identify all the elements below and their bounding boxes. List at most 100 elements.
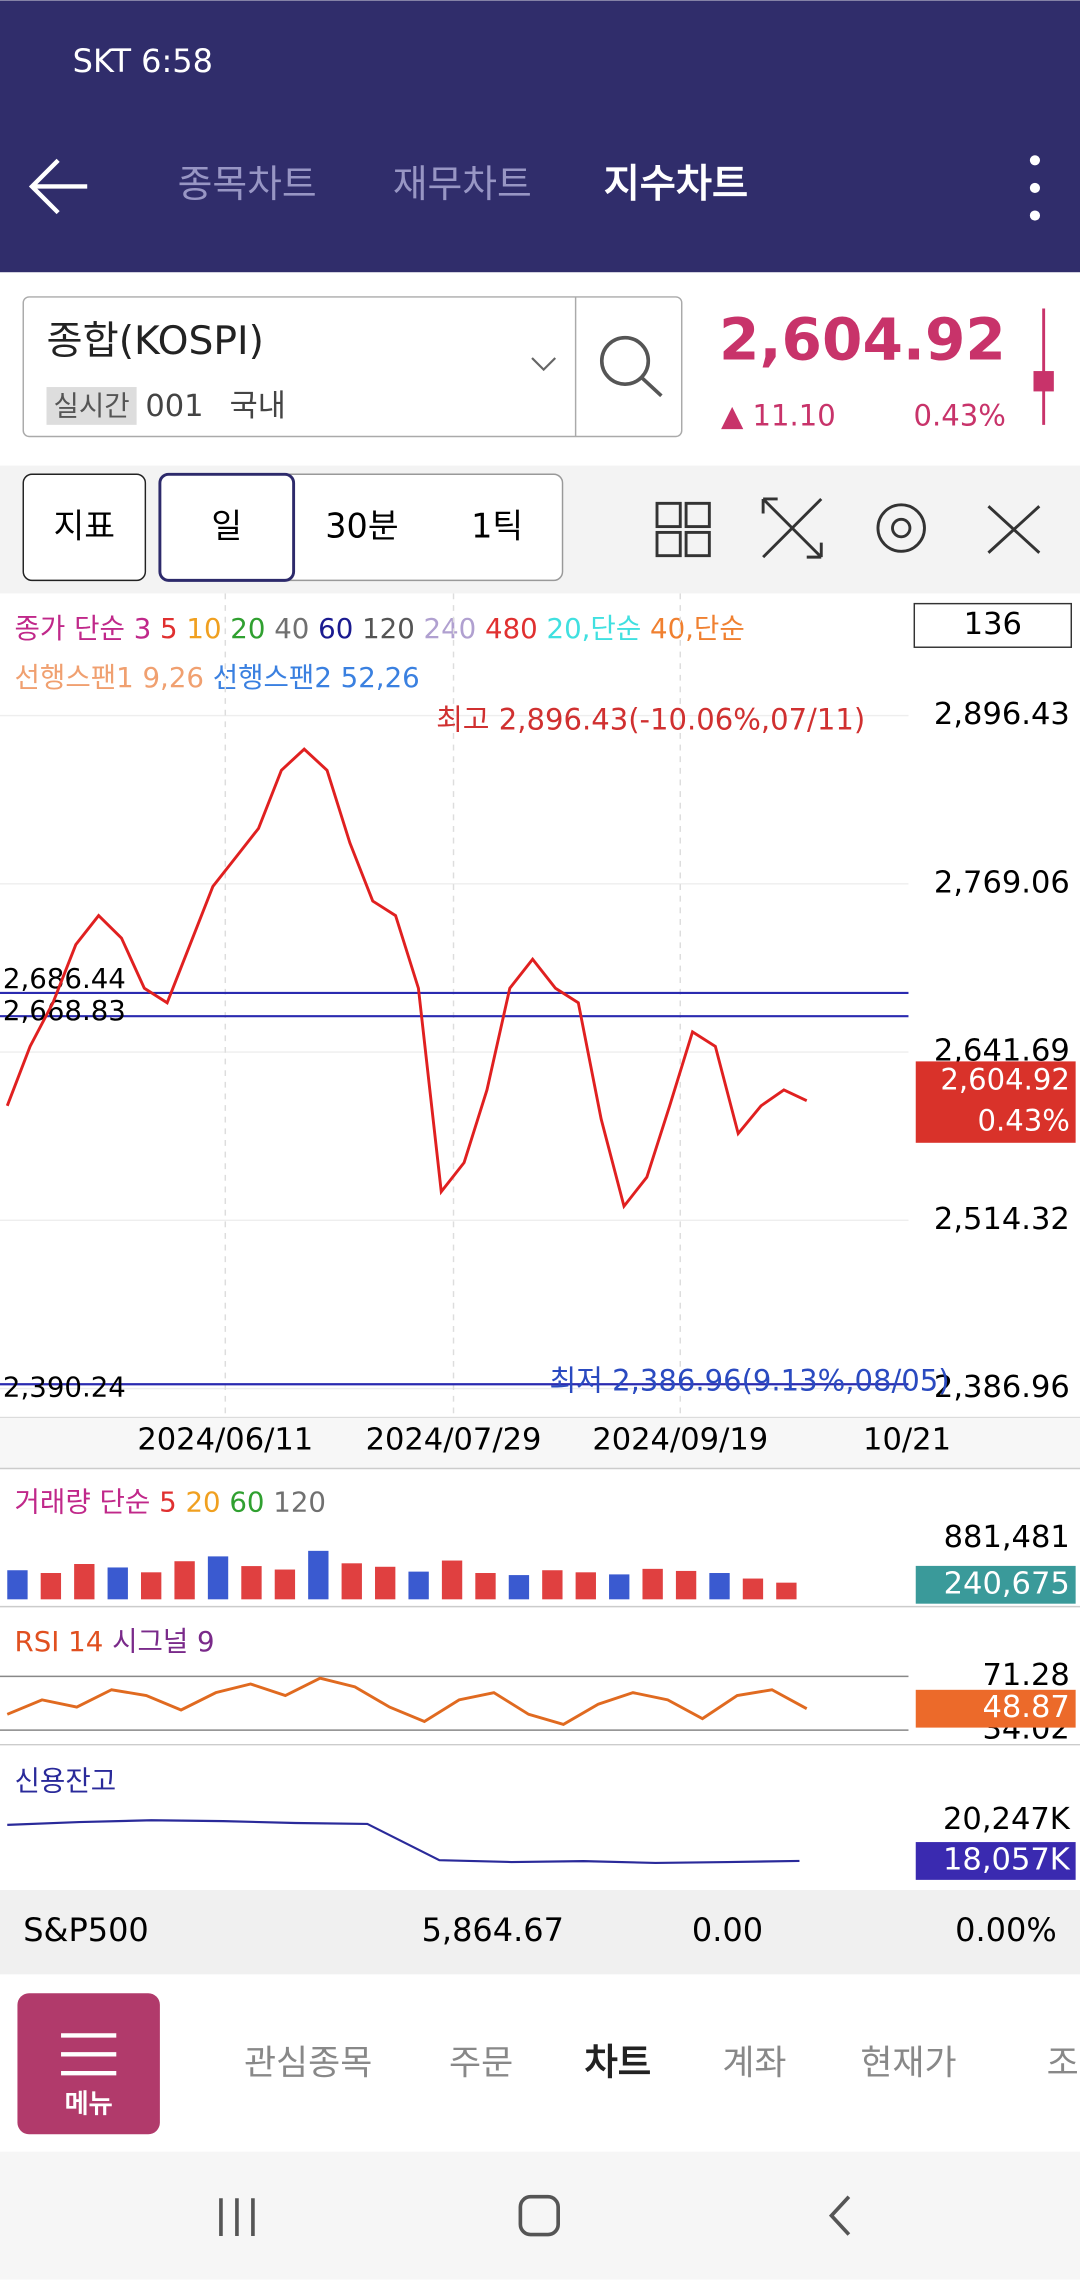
symbol-name: 종합(KOSPI) xyxy=(47,319,264,364)
nav-item[interactable]: 계좌 xyxy=(722,2043,786,2083)
button-text[interactable]: 1틱 xyxy=(471,507,523,546)
tick-label: 20,247K xyxy=(943,1802,1071,1837)
volume-bar xyxy=(742,1578,764,1600)
legend-item: 120 xyxy=(273,1485,326,1518)
button[interactable] xyxy=(22,473,147,582)
y-tick-label: 2,896.43 xyxy=(934,697,1070,732)
legend: RSI 14 시그널 9 xyxy=(15,1625,215,1658)
button-text[interactable]: 일 xyxy=(211,507,242,546)
volume-bar xyxy=(140,1572,162,1600)
volume-bar xyxy=(609,1574,630,1600)
count-text: 136 xyxy=(964,607,1022,642)
volume-bar xyxy=(642,1568,663,1600)
search-box[interactable] xyxy=(22,296,683,438)
last-box xyxy=(915,1565,1076,1604)
system-nav xyxy=(0,2151,1080,2280)
menu-button[interactable] xyxy=(17,1993,160,2135)
legend-item: 선행스팬2 52,26 xyxy=(213,661,420,694)
volume-bar xyxy=(241,1566,262,1600)
tick-label: 71.28 xyxy=(982,1658,1069,1693)
ref-label: 2,686.44 xyxy=(3,962,126,995)
more-button[interactable] xyxy=(1029,155,1041,221)
legend-item: 5 xyxy=(159,1485,185,1518)
legend-item: 60 xyxy=(318,612,362,645)
ticker-bar xyxy=(0,1890,1080,1975)
ticker-name: S&P500 xyxy=(23,1911,149,1949)
price-line xyxy=(5,747,808,1210)
legend-item: RSI 14 xyxy=(15,1625,113,1658)
volume-bar xyxy=(74,1564,95,1600)
low-note: 최저 2,386.96(9.13%,08/05) xyxy=(549,1364,949,1398)
nav-item-active[interactable]: 차트 xyxy=(584,2040,651,2083)
ref-label: 2,668.83 xyxy=(3,994,126,1027)
tick-label: 881,481 xyxy=(944,1520,1070,1555)
status-text: SKT 6:58 xyxy=(73,42,213,80)
legend-item: 선행스팬1 9,26 xyxy=(15,661,213,694)
toolbar-icons[interactable] xyxy=(655,497,1041,559)
top-bar xyxy=(0,0,1080,273)
change: ▲ 11.10 xyxy=(721,399,836,433)
volume-bar xyxy=(709,1573,730,1600)
legend-item: 10 xyxy=(186,612,230,645)
volume-bar xyxy=(542,1570,563,1600)
count-box xyxy=(913,602,1073,648)
legend-item: 480 xyxy=(485,612,546,645)
high-note: 최고 2,896.43(-10.06%,07/11) xyxy=(436,702,865,736)
legend-item: 120 xyxy=(362,612,423,645)
last-label: 2,604.92 xyxy=(940,1063,1069,1097)
volume-bar xyxy=(107,1567,128,1600)
last-box xyxy=(915,1061,1076,1143)
legend-item: 시그널 9 xyxy=(112,1625,215,1658)
change-pct: 0.43% xyxy=(914,399,1006,433)
volume-bar xyxy=(40,1573,62,1600)
legend-item: 40 xyxy=(274,612,318,645)
x-tick-label: 2024/09/19 xyxy=(592,1422,768,1457)
badge xyxy=(46,387,137,425)
tab[interactable]: 종목차트 xyxy=(178,162,317,206)
last-label: 240,675 xyxy=(944,1566,1070,1601)
legend: 선행스팬1 9,26 선행스팬2 52,26 xyxy=(15,661,420,694)
symbol-market: 국내 xyxy=(230,389,286,424)
nav-item[interactable]: 관심종목 xyxy=(244,2043,372,2083)
volume-bar xyxy=(174,1561,195,1600)
volume-bar xyxy=(408,1571,429,1600)
last-label: 18,057K xyxy=(943,1842,1071,1877)
last-box xyxy=(915,1689,1076,1728)
button-text[interactable]: 지표 xyxy=(54,507,115,546)
nav-item[interactable]: 현재가 xyxy=(860,2043,956,2083)
tab-active[interactable]: 지수차트 xyxy=(604,162,748,207)
back-button[interactable] xyxy=(28,158,88,215)
panel-title: 신용잔고 xyxy=(15,1764,117,1797)
nav-item[interactable]: 주문 xyxy=(449,2043,513,2083)
last-box xyxy=(915,1842,1076,1880)
volume-bar xyxy=(207,1556,229,1600)
button-text[interactable]: 30분 xyxy=(325,507,398,546)
x-tick-label: 2024/07/29 xyxy=(366,1422,542,1457)
nav-item[interactable]: 조 xyxy=(1047,2043,1079,2083)
legend-item: 20,단순 xyxy=(547,612,651,645)
menu-text[interactable]: 메뉴 xyxy=(65,2090,113,2120)
last-pct: 0.43% xyxy=(977,1103,1069,1137)
y-tick-label: 2,386.96 xyxy=(934,1370,1070,1405)
legend-item: 5 xyxy=(160,612,186,645)
volume-bar xyxy=(675,1570,697,1600)
legend-item: 20 xyxy=(230,612,274,645)
x-tick-label: 10/21 xyxy=(863,1422,951,1457)
search-icon[interactable] xyxy=(599,335,651,386)
legend-item: 20 xyxy=(185,1485,229,1518)
x-tick-label: 2024/06/11 xyxy=(137,1422,313,1457)
ticker-pct: 0.00% xyxy=(955,1911,1057,1949)
rsi-line xyxy=(6,1676,808,1726)
system-buttons[interactable] xyxy=(219,2194,851,2237)
legend-item: 종가 단순 xyxy=(15,612,134,645)
ref-label: 2,390.24 xyxy=(3,1371,126,1404)
last-label: 48.87 xyxy=(982,1690,1069,1725)
legend: 거래량 단순 5 20 60 120 xyxy=(15,1485,326,1518)
legend-item: 240 xyxy=(424,612,485,645)
price: 2,604.92 xyxy=(719,306,1006,374)
tab[interactable]: 재무차트 xyxy=(393,162,532,206)
volume-bar xyxy=(776,1582,797,1600)
credit-line xyxy=(7,1819,800,1865)
